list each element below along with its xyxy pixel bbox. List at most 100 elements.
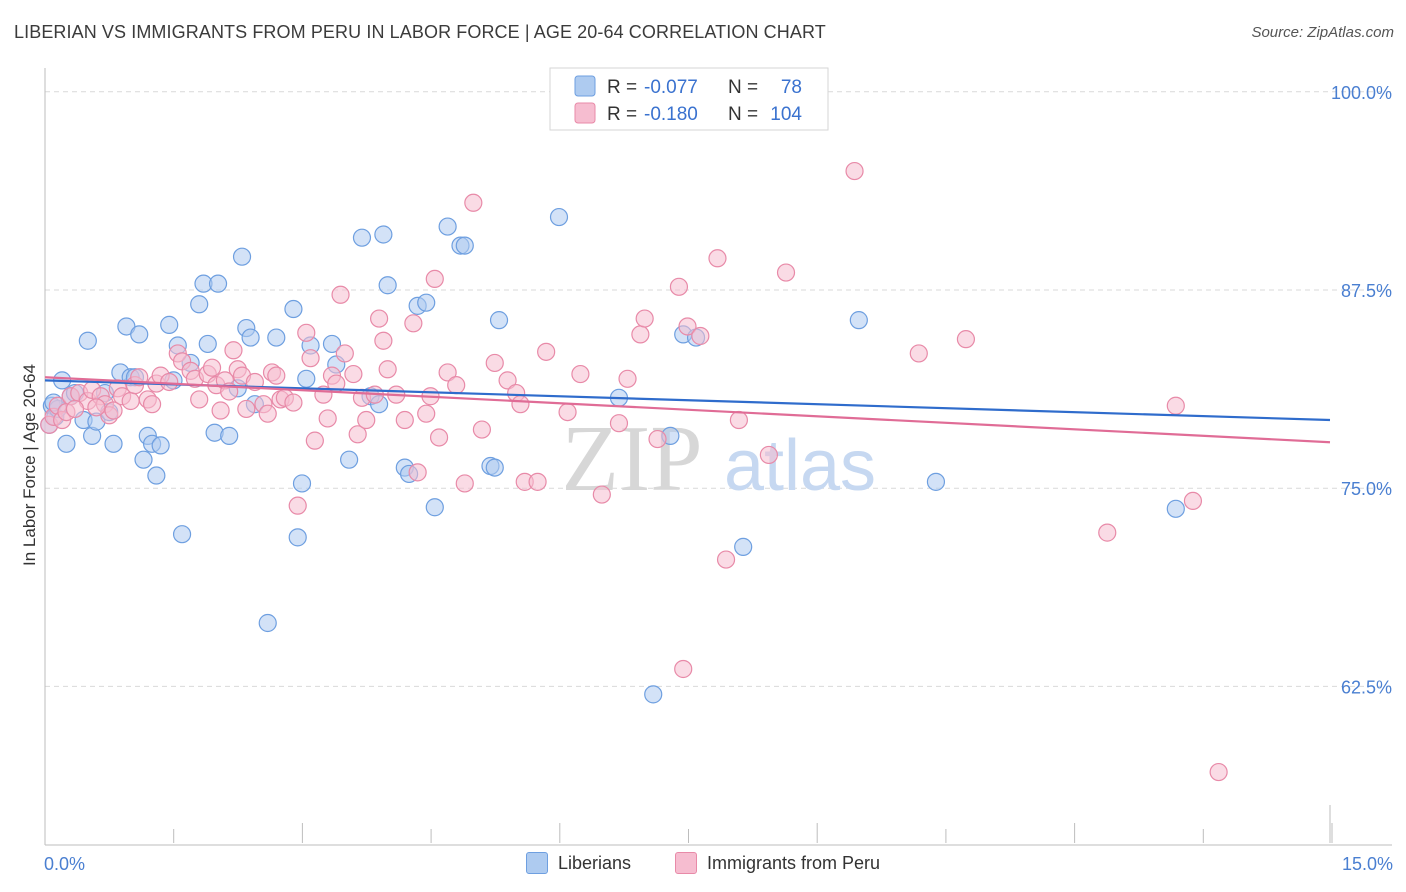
peru-point bbox=[224, 341, 243, 360]
peru-point bbox=[511, 395, 530, 414]
peru-point bbox=[1209, 762, 1228, 782]
peru-point bbox=[65, 399, 85, 419]
legend-r-label: R = bbox=[607, 77, 637, 98]
liberians-point bbox=[78, 331, 97, 350]
chart-title: LIBERIAN VS IMMIGRANTS FROM PERU IN LABO… bbox=[14, 22, 826, 42]
legend-swatch-peru bbox=[675, 852, 697, 874]
gridlines bbox=[45, 91, 1392, 687]
data-points bbox=[40, 161, 1228, 782]
peru-point bbox=[716, 550, 736, 569]
peru-point bbox=[571, 364, 590, 384]
x-tick-label: 15.0% bbox=[1342, 854, 1393, 874]
legend-swatch-pink bbox=[574, 102, 596, 124]
peru-point bbox=[237, 399, 256, 419]
peru-point bbox=[729, 410, 749, 430]
liberians-point bbox=[220, 426, 239, 445]
peru-point bbox=[142, 395, 162, 414]
peru-point bbox=[631, 325, 650, 344]
x-tick-label: 0.0% bbox=[44, 854, 85, 874]
stats-legend: R = -0.077 N = 78 R = -0.180 N = 104 bbox=[549, 67, 829, 131]
peru-point bbox=[87, 398, 106, 417]
peru-point bbox=[331, 285, 350, 304]
peru-point bbox=[404, 314, 423, 333]
peru-point bbox=[297, 323, 316, 342]
source-label: Source: ZipAtlas.com bbox=[1251, 24, 1394, 41]
watermark-zip: ZIP bbox=[562, 407, 703, 511]
peru-point bbox=[956, 330, 976, 349]
peru-point bbox=[160, 372, 179, 392]
liberians-point bbox=[1166, 499, 1185, 518]
watermark: ZIP atlas bbox=[562, 407, 877, 511]
peru-point bbox=[305, 431, 324, 450]
peru-point bbox=[776, 263, 796, 282]
peru-point bbox=[408, 463, 427, 482]
peru-point bbox=[485, 353, 504, 373]
y-tick-label: 100.0% bbox=[1331, 83, 1392, 103]
peru-point bbox=[498, 371, 517, 390]
legend-r-value: -0.180 bbox=[644, 104, 698, 125]
peru-point bbox=[190, 390, 209, 409]
liberians-point bbox=[549, 207, 569, 227]
stats-legend-box bbox=[549, 67, 829, 131]
legend-n-value: 78 bbox=[781, 77, 802, 98]
peru-trend-line bbox=[44, 376, 1331, 444]
legend-swatch-liberians bbox=[525, 852, 548, 874]
peru-point bbox=[618, 369, 637, 388]
liberians-point bbox=[267, 328, 286, 347]
peru-point bbox=[429, 428, 449, 447]
legend-item-peru: Immigrants from Peru bbox=[675, 852, 880, 874]
liberians-point bbox=[352, 228, 372, 247]
liberians-point bbox=[292, 474, 312, 493]
peru-point bbox=[288, 496, 307, 515]
axes bbox=[44, 68, 1392, 846]
peru-point bbox=[121, 391, 140, 411]
peru-point bbox=[258, 404, 277, 423]
peru-point bbox=[674, 659, 693, 679]
liberians-point bbox=[232, 247, 252, 266]
x-tick-labels: 0.0% 15.0% bbox=[44, 854, 1393, 874]
liberians-point bbox=[455, 236, 474, 255]
peru-point bbox=[395, 410, 414, 430]
liberians-point bbox=[258, 613, 277, 633]
watermark-atlas: atlas bbox=[724, 426, 876, 506]
liberians-point bbox=[190, 295, 209, 314]
peru-point bbox=[909, 344, 928, 363]
peru-point bbox=[348, 425, 367, 444]
liberians-point bbox=[340, 450, 359, 469]
liberians-point bbox=[485, 458, 504, 477]
liberians-point bbox=[130, 325, 149, 344]
liberians-point bbox=[926, 472, 946, 491]
legend-n-value: 104 bbox=[770, 104, 802, 125]
peru-point bbox=[455, 474, 474, 493]
peru-point bbox=[537, 342, 556, 361]
liberians-point bbox=[417, 293, 436, 312]
liberians-point bbox=[288, 528, 307, 547]
peru-point bbox=[211, 401, 230, 420]
legend-r-value: -0.077 bbox=[644, 77, 698, 98]
peru-point bbox=[464, 193, 483, 212]
liberians-point bbox=[198, 334, 217, 354]
liberians-point bbox=[147, 466, 166, 485]
peru-point bbox=[370, 309, 389, 328]
liberians-point bbox=[644, 685, 663, 704]
liberians-point bbox=[241, 328, 260, 347]
peru-point bbox=[335, 344, 354, 363]
liberians-point bbox=[374, 225, 393, 244]
series-legend: Liberians Immigrants from Peru bbox=[0, 852, 1406, 874]
legend-swatch-blue bbox=[574, 75, 596, 97]
liberians-point bbox=[425, 498, 444, 517]
peru-point bbox=[447, 376, 466, 395]
peru-point bbox=[202, 358, 222, 377]
y-tick-label: 75.0% bbox=[1341, 479, 1392, 499]
peru-point bbox=[267, 366, 286, 385]
liberians-point bbox=[284, 299, 303, 319]
liberians-point bbox=[438, 217, 457, 236]
peru-point bbox=[301, 349, 320, 368]
peru-point bbox=[635, 309, 654, 328]
peru-point bbox=[1166, 396, 1185, 415]
y-tick-label: 62.5% bbox=[1341, 677, 1392, 697]
peru-point bbox=[609, 414, 629, 433]
peru-point bbox=[438, 363, 457, 382]
peru-point bbox=[1098, 523, 1117, 542]
